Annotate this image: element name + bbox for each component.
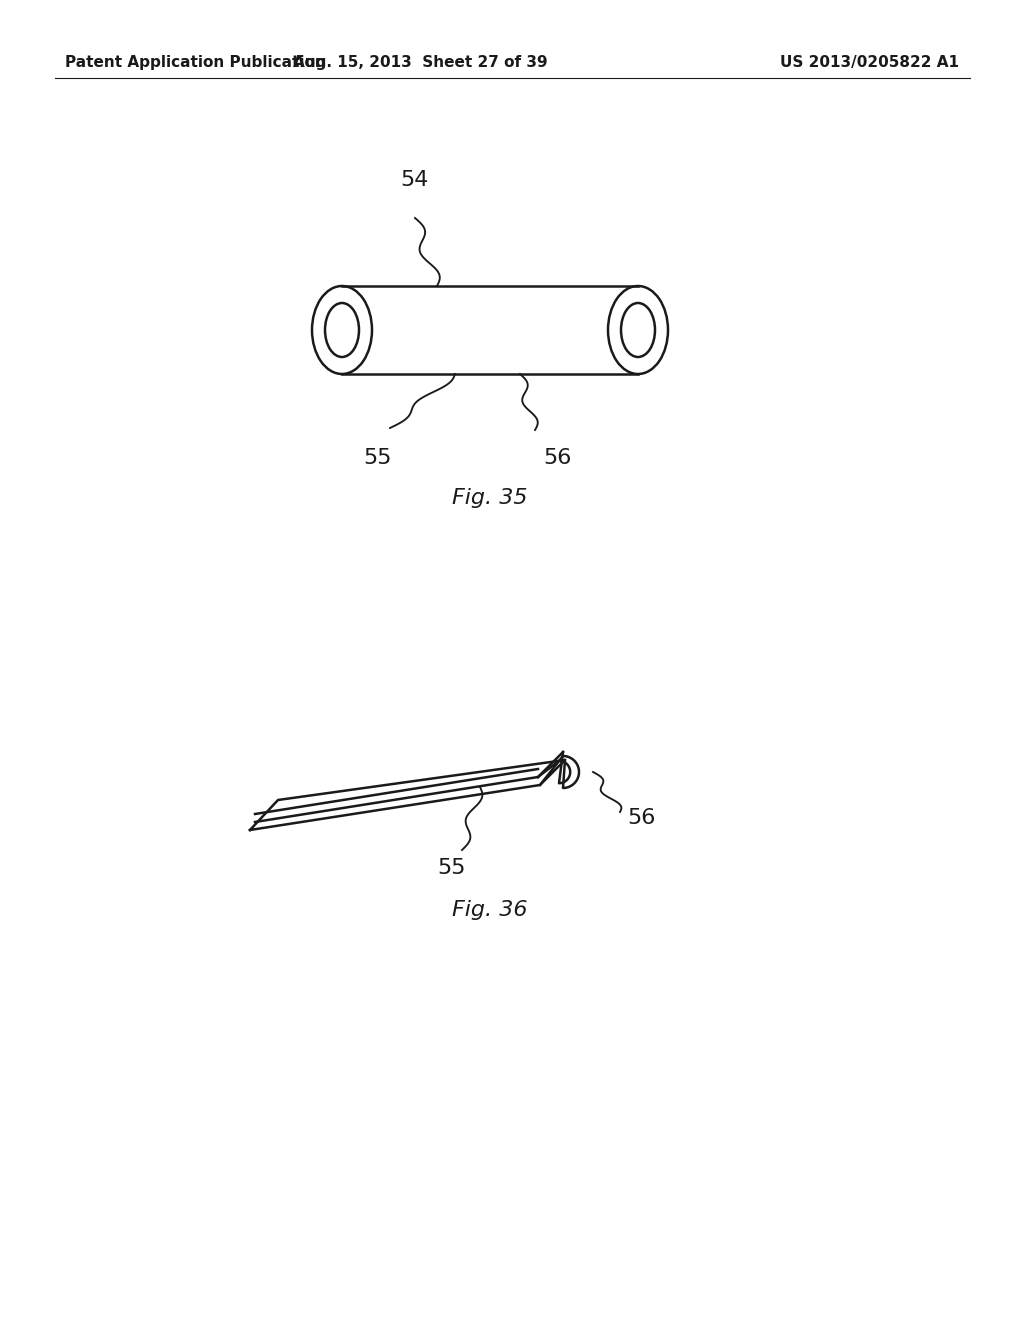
Text: 55: 55 (362, 447, 391, 469)
Text: 55: 55 (437, 858, 466, 878)
Text: Fig. 35: Fig. 35 (453, 488, 527, 508)
Text: Fig. 36: Fig. 36 (453, 900, 527, 920)
Text: Patent Application Publication: Patent Application Publication (65, 54, 326, 70)
Text: 56: 56 (543, 447, 571, 469)
Text: 54: 54 (400, 170, 429, 190)
Text: 56: 56 (627, 808, 655, 828)
Text: US 2013/0205822 A1: US 2013/0205822 A1 (780, 54, 959, 70)
Text: Aug. 15, 2013  Sheet 27 of 39: Aug. 15, 2013 Sheet 27 of 39 (293, 54, 547, 70)
